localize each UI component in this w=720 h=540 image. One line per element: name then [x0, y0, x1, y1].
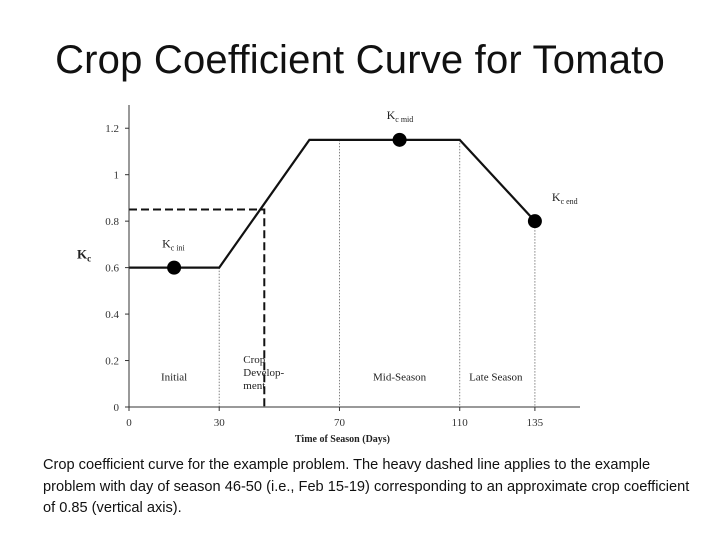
y-tick-label: 1.2	[105, 123, 119, 135]
kc-point-marker	[167, 260, 182, 275]
crop-coefficient-chart: 0 0.2 0.4 0.6 0.8 1 1.2 0 30 70 110 135 Initial Cro…	[77, 105, 580, 445]
stage-label: Initial	[161, 371, 187, 383]
y-tick-label: 1	[114, 170, 120, 182]
y-axis-label: Kc	[77, 246, 91, 263]
x-tick-label: 110	[452, 417, 469, 429]
kc-point-marker	[392, 132, 407, 147]
kc-curve-line	[129, 138, 536, 269]
kc-point-marker	[527, 214, 542, 229]
x-tick-label: 30	[214, 417, 226, 429]
y-tick-label: 0.6	[105, 263, 119, 275]
kc-point-label: Kc mid	[387, 108, 414, 124]
y-tick-label: 0	[114, 402, 120, 414]
example-dashed-line	[129, 208, 266, 407]
figure-caption: Crop coefficient curve for the example p…	[43, 457, 690, 516]
x-tick-label: 70	[334, 417, 346, 429]
x-tick-label: 135	[527, 417, 544, 429]
y-tick-label: 0.4	[105, 309, 119, 321]
stage-label: Late Season	[469, 371, 523, 383]
y-tick-label: 0.2	[105, 356, 119, 368]
stage-label: Mid-Season	[373, 371, 427, 383]
stage-label: Crop Develop-ment	[243, 354, 284, 392]
x-tick-label: 0	[126, 417, 132, 429]
x-axis-label: Time of Season (Days)	[295, 434, 390, 445]
y-tick-label: 0.8	[105, 216, 119, 228]
slide-title: Crop Coefficient Curve for Tomato	[55, 38, 665, 82]
kc-point-label: Kc ini	[162, 237, 185, 253]
kc-point-label: Kc end	[552, 190, 578, 206]
